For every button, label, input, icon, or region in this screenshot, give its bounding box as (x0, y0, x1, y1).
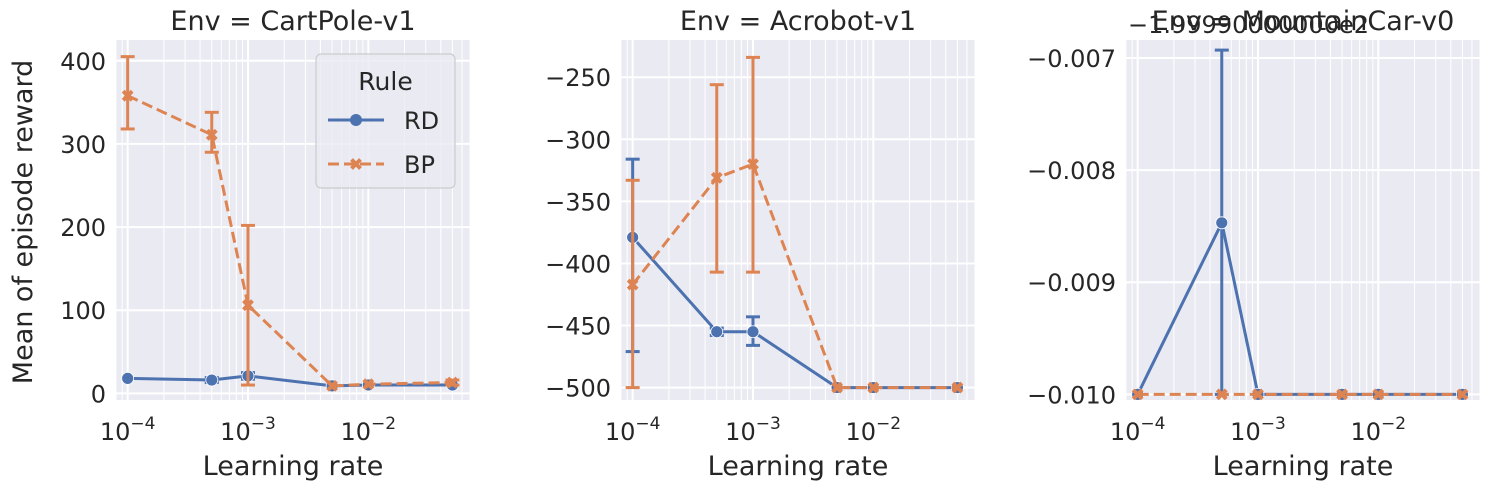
chart-panel-3: −0.010 −0.009 −0.008 −0.007 10−4 10−3 10−2 Lear… (1027, 6, 1480, 482)
y-tick-label: −350 (545, 188, 611, 216)
y-tick-label: −300 (545, 126, 611, 154)
data-point (121, 89, 134, 102)
legend-label: RD (404, 107, 439, 135)
data-point (326, 379, 339, 392)
y-tick-label: 200 (60, 214, 106, 242)
series-layer (625, 55, 964, 394)
series-line (631, 236, 958, 390)
series-line (631, 162, 958, 390)
data-point (242, 299, 254, 312)
chart-panel-2: −500 −450 −400 −350 −300 −250 10−4 10−3 10−2 Lear… (545, 6, 975, 482)
data-point (1215, 216, 1229, 230)
gridlines (116, 40, 470, 400)
panel-title: Env = CartPole-v1 (170, 6, 415, 37)
data-point (1336, 388, 1349, 401)
data-point (205, 128, 218, 141)
x-axis-label: Learning rate (1213, 451, 1394, 482)
series-bp (625, 55, 964, 394)
x-tick-label: 10−2 (846, 414, 902, 446)
x-tick-label: 10−3 (1230, 414, 1286, 446)
x-axis-label: Learning rate (203, 451, 384, 482)
figure-ylabel: Mean of episode reward (8, 60, 39, 384)
axis-offset-label: −1.99990000000e2 (1128, 11, 1369, 39)
data-point (205, 373, 219, 387)
data-point (362, 378, 375, 391)
legend-box (315, 53, 456, 189)
chart-panel-1: 0 100 200 300 400 10−4 10−3 10−2 Learning rate En… (60, 6, 470, 482)
panel-title: Env = MountainCar-v0 (1152, 6, 1455, 37)
series-bp (1131, 388, 1469, 401)
series-layer (120, 55, 460, 393)
data-point (446, 376, 459, 389)
y-tick-label: −0.008 (1027, 157, 1116, 185)
x-tick-label: 10−4 (605, 414, 661, 446)
y-tick-label: 0 (91, 380, 106, 408)
data-point (710, 325, 724, 339)
x-tick-label: 10−4 (1110, 414, 1166, 446)
series-line (127, 94, 453, 388)
legend: Rule RD BP (315, 53, 456, 189)
legend-title: Rule (358, 67, 412, 96)
data-point (710, 171, 723, 184)
y-tick-label: −0.010 (1027, 381, 1116, 409)
y-tick-label: −250 (545, 64, 611, 92)
data-point (951, 381, 964, 394)
y-tick-label: −450 (545, 313, 611, 341)
legend-entry-bp: BP (328, 151, 435, 179)
y-tick-label: −400 (545, 250, 611, 278)
data-point (746, 325, 760, 339)
data-point (747, 158, 759, 171)
y-tick-label: −0.009 (1027, 269, 1116, 297)
data-point (1131, 388, 1144, 401)
x-tick-label: 10−2 (341, 414, 397, 446)
legend-marker (350, 114, 362, 126)
data-point (1456, 388, 1469, 401)
y-tick-label: 300 (60, 131, 106, 159)
x-tick-label: 10−3 (725, 414, 781, 446)
data-point (626, 278, 639, 291)
data-point (867, 381, 880, 394)
y-tick-label: 400 (60, 48, 106, 76)
legend-marker (350, 158, 362, 170)
y-tick-label: −500 (545, 375, 611, 403)
legend-label: BP (404, 151, 435, 179)
panel-title: Env = Acrobot-v1 (680, 6, 916, 37)
series-bp (120, 55, 460, 392)
x-tick-label: 10−4 (100, 414, 156, 446)
data-point (1372, 388, 1385, 401)
data-point (1252, 388, 1264, 401)
x-tick-label: 10−2 (1351, 414, 1407, 446)
x-axis-label: Learning rate (708, 451, 889, 482)
panels: 0 100 200 300 400 10−4 10−3 10−2 Learning rate En… (60, 6, 1480, 482)
data-point (121, 371, 135, 385)
series-layer (1131, 48, 1469, 401)
y-tick-label: 100 (60, 297, 106, 325)
plot-area (621, 40, 975, 400)
plot-area (1126, 40, 1480, 400)
x-tick-label: 10−3 (220, 414, 276, 446)
legend-entry-rd: RD (328, 107, 439, 135)
data-point (831, 381, 844, 394)
y-tick-label: −0.007 (1027, 45, 1116, 73)
data-point (1215, 388, 1228, 401)
